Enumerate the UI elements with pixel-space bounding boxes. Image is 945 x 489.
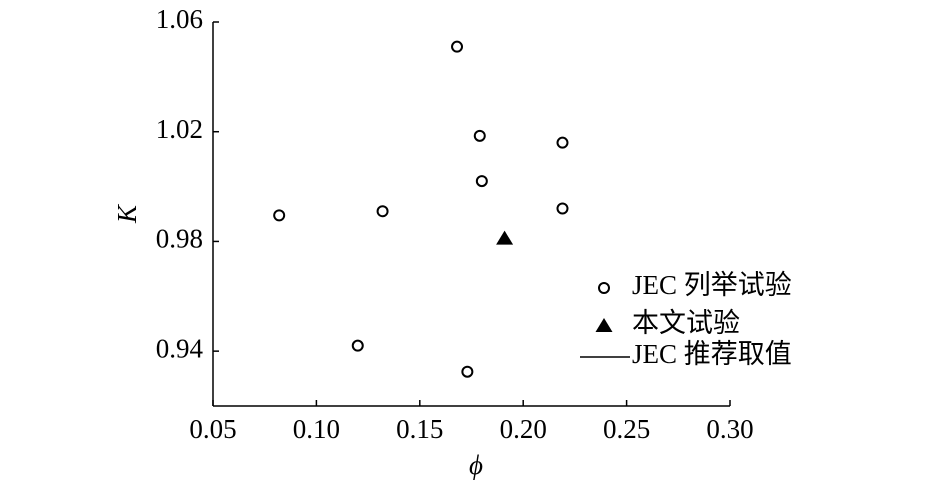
point <box>556 136 569 149</box>
x-axis-label: ϕ <box>469 450 483 480</box>
x-tick-label: 0.25 <box>603 414 650 444</box>
x-tick-label: 0.05 <box>189 414 236 444</box>
point <box>475 175 488 188</box>
legend-marker <box>595 318 613 332</box>
point <box>351 339 364 352</box>
y-tick-label: 0.94 <box>156 333 204 363</box>
point <box>461 365 474 378</box>
y-tick-label: 0.98 <box>156 224 203 254</box>
y-tick-label: 1.02 <box>156 114 203 144</box>
x-tick-label: 0.15 <box>396 414 443 444</box>
legend-label: JEC 推荐取值 <box>632 339 792 369</box>
x-tick-label: 0.10 <box>293 414 340 444</box>
point <box>376 205 389 218</box>
legend-marker <box>598 282 610 294</box>
legend-label: JEC 列举试验 <box>632 270 792 300</box>
x-tick-label: 0.20 <box>500 414 547 444</box>
point <box>473 129 486 142</box>
x-tick-label: 0.30 <box>706 414 753 444</box>
legend-label: 本文试验 <box>632 308 740 338</box>
y-axis-label: K <box>112 203 142 224</box>
point <box>273 209 286 222</box>
point <box>451 40 464 53</box>
point <box>556 202 569 215</box>
point <box>496 230 514 245</box>
y-tick-label: 1.06 <box>156 4 203 34</box>
